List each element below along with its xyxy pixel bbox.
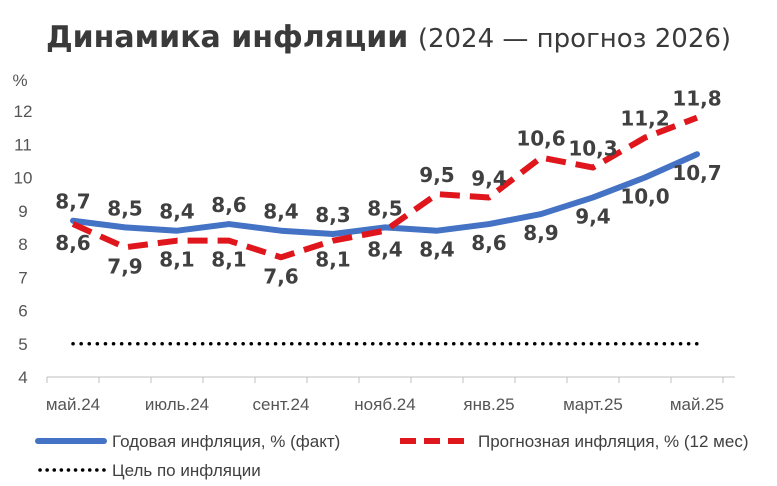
data-label: 8,6 xyxy=(471,231,506,255)
x-tick-label: янв.25 xyxy=(463,395,514,414)
data-label: 7,9 xyxy=(107,254,142,278)
x-tick-label: июль.24 xyxy=(145,395,209,414)
data-label: 8,6 xyxy=(211,193,246,217)
y-tick-label: 4 xyxy=(18,368,27,387)
data-label: 9,5 xyxy=(419,163,454,187)
y-tick-label: 6 xyxy=(18,302,27,321)
y-tick-label: 8 xyxy=(18,235,27,254)
data-label: 10,7 xyxy=(672,161,721,185)
y-tick-label: 5 xyxy=(18,335,27,354)
data-label: 9,4 xyxy=(575,204,610,228)
data-label: 11,8 xyxy=(672,87,721,111)
chart-title-main: Динамика инфляции xyxy=(45,20,409,55)
data-label: 7,6 xyxy=(263,264,298,288)
chart-legend: Годовая инфляция, % (факт) Прогнозная инф… xyxy=(35,432,749,480)
data-label: 8,5 xyxy=(367,196,402,220)
y-tick-label: 10 xyxy=(14,169,33,188)
data-label: 8,4 xyxy=(367,238,402,262)
data-label: 8,1 xyxy=(211,248,246,272)
data-label: 8,4 xyxy=(419,238,454,262)
chart-title: Динамика инфляции (2024 — прогноз 2026) xyxy=(0,20,777,55)
chart-subtitle: (2024 — прогноз 2026) xyxy=(417,24,732,54)
x-tick-label: нояб.24 xyxy=(354,395,415,414)
y-tick-label: 7 xyxy=(18,268,27,287)
x-tick-label: сент.24 xyxy=(253,395,310,414)
data-label: 9,4 xyxy=(471,166,506,190)
x-tick-label: май.24 xyxy=(46,395,100,414)
data-label: 8,4 xyxy=(159,200,194,224)
data-label: 8,3 xyxy=(315,203,350,227)
forecast-inflation-line xyxy=(71,114,699,261)
data-label: 10,6 xyxy=(516,127,565,151)
x-tick-label: март.25 xyxy=(563,395,623,414)
actual-inflation-line xyxy=(70,151,700,238)
y-tick-label: 11 xyxy=(14,135,32,154)
data-label: 10,3 xyxy=(568,137,617,161)
legend-label-forecast: Прогнозная инфляция, % (12 мес) xyxy=(478,432,749,451)
data-label: 8,4 xyxy=(263,200,298,224)
legend-label-target: Цель по инфляции xyxy=(112,461,261,480)
data-label: 8,7 xyxy=(55,190,90,214)
y-tick-label: 12 xyxy=(14,102,33,121)
data-label: 11,2 xyxy=(620,107,669,131)
data-label: 8,1 xyxy=(159,248,194,272)
x-tick-label: май.25 xyxy=(670,395,724,414)
y-axis-label: % xyxy=(12,71,27,90)
data-label: 8,1 xyxy=(315,248,350,272)
y-tick-label: 9 xyxy=(18,202,27,221)
data-label: 8,6 xyxy=(55,231,90,255)
chart-axes: 4 5 6 7 8 9 10 11 12% май.24 июль.24 сент.24 нояб.24… xyxy=(12,71,735,414)
data-labels: 8,7 8,6 8,5 7,9 8,4 8,1 8,6 8,1 8,4 7,6 8,3 8,1 8,5 8… xyxy=(55,87,721,289)
legend-label-actual: Годовая инфляция, % (факт) xyxy=(112,432,340,451)
series-lines xyxy=(70,114,700,261)
data-label: 10,0 xyxy=(620,185,669,209)
data-label: 8,9 xyxy=(523,221,558,245)
data-label: 8,5 xyxy=(107,196,142,220)
